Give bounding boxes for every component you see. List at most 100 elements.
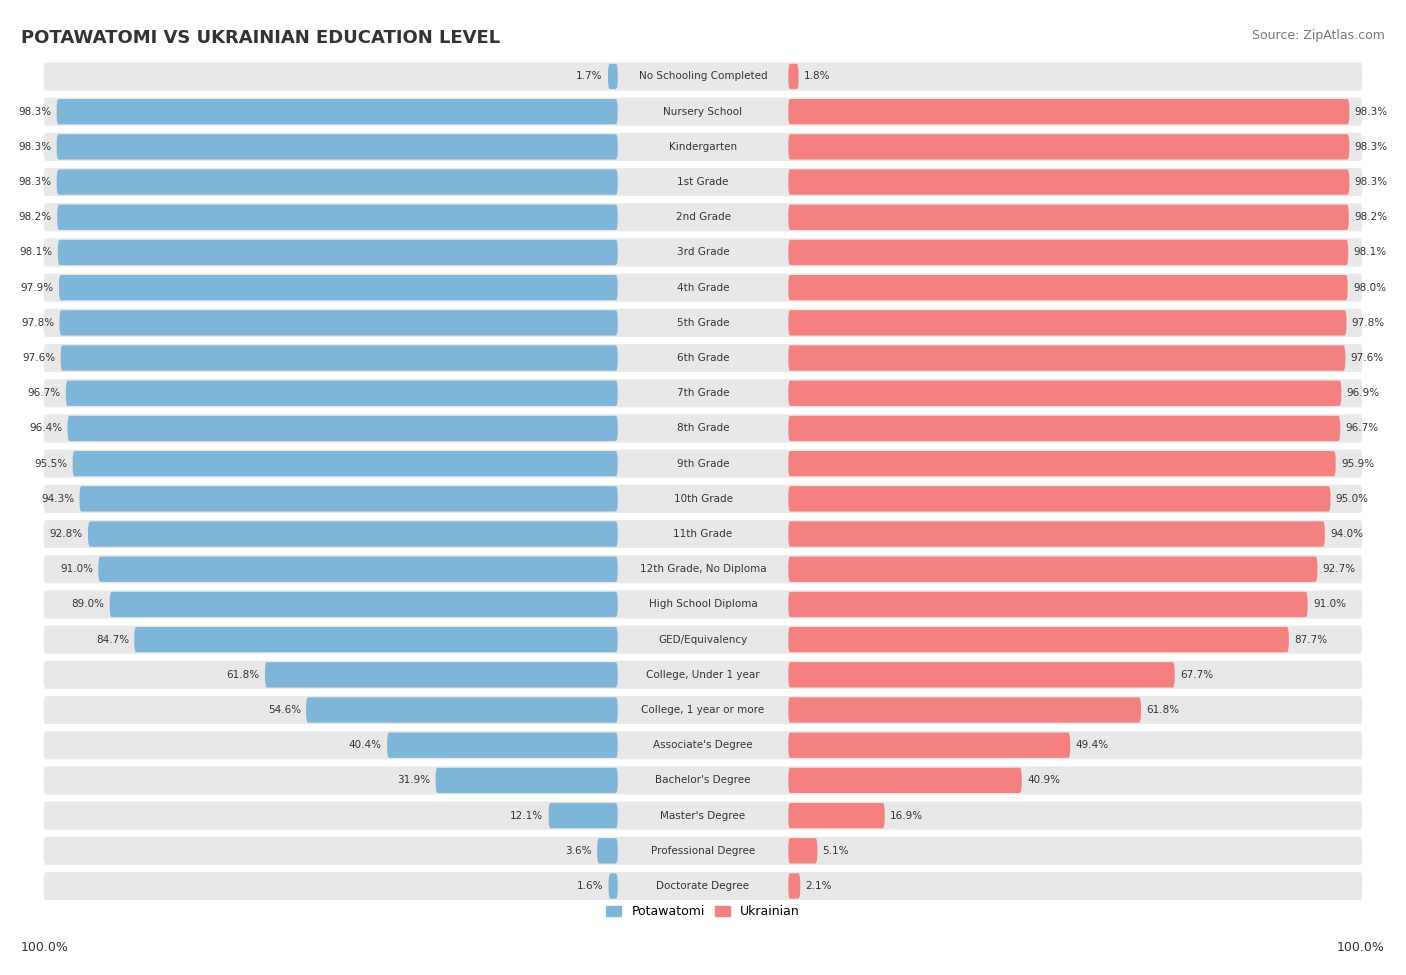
FancyBboxPatch shape [789, 662, 1174, 687]
FancyBboxPatch shape [789, 275, 1347, 300]
FancyBboxPatch shape [789, 63, 799, 89]
Text: 98.3%: 98.3% [1354, 106, 1388, 117]
Text: 5th Grade: 5th Grade [676, 318, 730, 328]
FancyBboxPatch shape [607, 63, 617, 89]
Text: 31.9%: 31.9% [398, 775, 430, 786]
Text: 94.0%: 94.0% [1330, 529, 1362, 539]
Text: POTAWATOMI VS UKRAINIAN EDUCATION LEVEL: POTAWATOMI VS UKRAINIAN EDUCATION LEVEL [21, 29, 501, 47]
Text: 92.8%: 92.8% [49, 529, 83, 539]
FancyBboxPatch shape [44, 274, 1362, 301]
FancyBboxPatch shape [548, 803, 617, 829]
Text: 3rd Grade: 3rd Grade [676, 248, 730, 257]
Text: 98.0%: 98.0% [1353, 283, 1386, 292]
Text: College, 1 year or more: College, 1 year or more [641, 705, 765, 715]
FancyBboxPatch shape [59, 275, 617, 300]
FancyBboxPatch shape [110, 592, 617, 617]
Text: 96.7%: 96.7% [27, 388, 60, 398]
Text: 98.3%: 98.3% [18, 142, 52, 152]
Text: 3.6%: 3.6% [565, 845, 592, 856]
FancyBboxPatch shape [789, 697, 1142, 722]
FancyBboxPatch shape [789, 310, 1347, 335]
Text: 1.7%: 1.7% [576, 71, 603, 82]
Text: High School Diploma: High School Diploma [648, 600, 758, 609]
FancyBboxPatch shape [789, 170, 1350, 195]
Text: 98.1%: 98.1% [20, 248, 52, 257]
Text: 2nd Grade: 2nd Grade [675, 213, 731, 222]
Text: 97.6%: 97.6% [1351, 353, 1384, 363]
FancyBboxPatch shape [789, 345, 1346, 370]
FancyBboxPatch shape [387, 732, 617, 758]
Text: 96.9%: 96.9% [1347, 388, 1379, 398]
FancyBboxPatch shape [789, 205, 1348, 230]
Text: 1st Grade: 1st Grade [678, 177, 728, 187]
FancyBboxPatch shape [44, 801, 1362, 830]
Text: 5.1%: 5.1% [823, 845, 849, 856]
FancyBboxPatch shape [58, 240, 617, 265]
FancyBboxPatch shape [436, 767, 617, 793]
Text: 97.8%: 97.8% [21, 318, 55, 328]
FancyBboxPatch shape [67, 415, 617, 441]
FancyBboxPatch shape [44, 168, 1362, 196]
Text: 54.6%: 54.6% [267, 705, 301, 715]
FancyBboxPatch shape [98, 557, 617, 582]
FancyBboxPatch shape [789, 522, 1324, 547]
Text: 89.0%: 89.0% [72, 600, 104, 609]
Text: 87.7%: 87.7% [1294, 635, 1327, 644]
FancyBboxPatch shape [44, 872, 1362, 900]
Text: 1.6%: 1.6% [576, 881, 603, 891]
FancyBboxPatch shape [44, 626, 1362, 653]
FancyBboxPatch shape [307, 697, 617, 722]
FancyBboxPatch shape [789, 487, 1330, 512]
Text: 8th Grade: 8th Grade [676, 423, 730, 434]
FancyBboxPatch shape [44, 238, 1362, 266]
Text: 61.8%: 61.8% [1146, 705, 1180, 715]
FancyBboxPatch shape [44, 203, 1362, 231]
Text: Source: ZipAtlas.com: Source: ZipAtlas.com [1251, 29, 1385, 42]
Text: 94.3%: 94.3% [41, 494, 75, 504]
FancyBboxPatch shape [789, 627, 1289, 652]
Text: 61.8%: 61.8% [226, 670, 260, 680]
FancyBboxPatch shape [598, 838, 617, 864]
FancyBboxPatch shape [44, 590, 1362, 618]
FancyBboxPatch shape [264, 662, 617, 687]
FancyBboxPatch shape [789, 874, 800, 899]
FancyBboxPatch shape [73, 451, 617, 477]
FancyBboxPatch shape [60, 345, 617, 370]
Text: 4th Grade: 4th Grade [676, 283, 730, 292]
Text: College, Under 1 year: College, Under 1 year [647, 670, 759, 680]
Text: 96.4%: 96.4% [30, 423, 62, 434]
Text: 98.3%: 98.3% [18, 177, 52, 187]
Text: 67.7%: 67.7% [1180, 670, 1213, 680]
Text: 98.3%: 98.3% [1354, 177, 1388, 187]
FancyBboxPatch shape [44, 379, 1362, 408]
FancyBboxPatch shape [56, 170, 617, 195]
Text: GED/Equivalency: GED/Equivalency [658, 635, 748, 644]
FancyBboxPatch shape [789, 135, 1350, 160]
Text: Doctorate Degree: Doctorate Degree [657, 881, 749, 891]
FancyBboxPatch shape [789, 240, 1348, 265]
Text: 97.8%: 97.8% [1351, 318, 1385, 328]
Text: 92.7%: 92.7% [1323, 565, 1355, 574]
FancyBboxPatch shape [44, 344, 1362, 372]
Text: 40.9%: 40.9% [1026, 775, 1060, 786]
FancyBboxPatch shape [44, 449, 1362, 478]
Text: 40.4%: 40.4% [349, 740, 382, 750]
Text: 98.3%: 98.3% [1354, 142, 1388, 152]
Legend: Potawatomi, Ukrainian: Potawatomi, Ukrainian [606, 906, 800, 918]
FancyBboxPatch shape [44, 520, 1362, 548]
Text: No Schooling Completed: No Schooling Completed [638, 71, 768, 82]
Text: 98.1%: 98.1% [1354, 248, 1386, 257]
Text: 98.3%: 98.3% [18, 106, 52, 117]
Text: 84.7%: 84.7% [96, 635, 129, 644]
FancyBboxPatch shape [44, 133, 1362, 161]
Text: 96.7%: 96.7% [1346, 423, 1379, 434]
Text: 10th Grade: 10th Grade [673, 494, 733, 504]
FancyBboxPatch shape [789, 415, 1340, 441]
FancyBboxPatch shape [134, 627, 617, 652]
Text: 6th Grade: 6th Grade [676, 353, 730, 363]
Text: 16.9%: 16.9% [890, 810, 924, 821]
Text: Professional Degree: Professional Degree [651, 845, 755, 856]
Text: 12th Grade, No Diploma: 12th Grade, No Diploma [640, 565, 766, 574]
Text: 95.9%: 95.9% [1341, 458, 1374, 469]
Text: 97.9%: 97.9% [21, 283, 53, 292]
